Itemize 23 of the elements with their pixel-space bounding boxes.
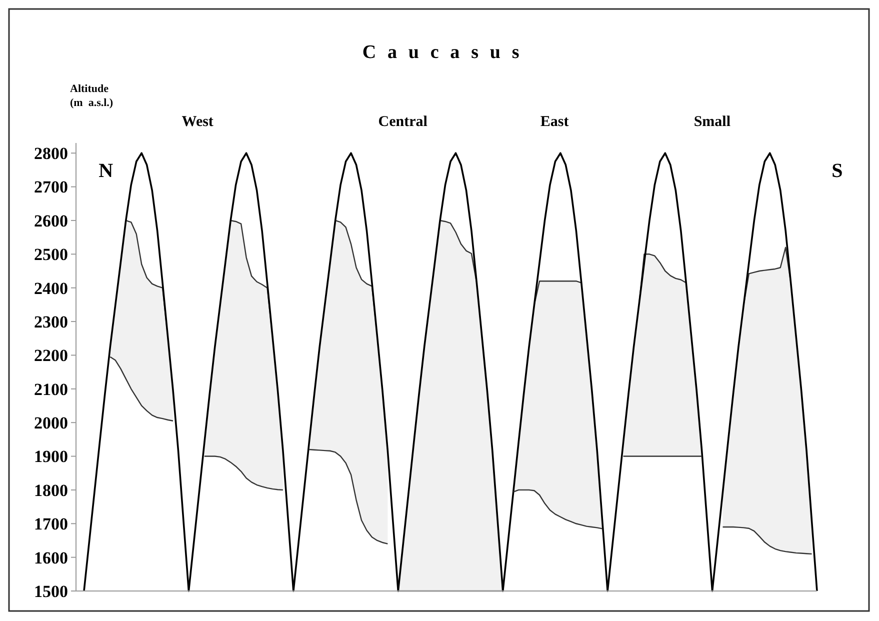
y-tick-label: 2700 — [34, 178, 68, 197]
annotation: N — [98, 160, 114, 182]
text: Small — [694, 114, 731, 130]
chart-title: Caucasus — [362, 42, 531, 63]
text: East — [540, 114, 569, 130]
text: Central — [378, 114, 428, 130]
y-tick-label: 2600 — [34, 211, 68, 230]
y-tick-label: 2200 — [34, 346, 68, 366]
y-tick-label: 2500 — [34, 245, 68, 264]
y-axis-title: Altitude (m a.s.l.) — [70, 83, 114, 109]
y-tick-label: 1500 — [34, 582, 68, 601]
y-tick-label: 2100 — [34, 380, 68, 399]
y-tick-label: 2300 — [34, 312, 68, 332]
y-tick-label: 2000 — [34, 414, 68, 433]
text: West — [182, 114, 214, 130]
line-series — [83, 152, 818, 592]
y-tick-label: 2800 — [34, 144, 68, 164]
y-tick-label: 1900 — [34, 447, 68, 466]
y-tick-label: 1700 — [34, 514, 68, 534]
y-tick-label: 2400 — [34, 278, 68, 298]
y-tick-label: 1800 — [34, 480, 68, 500]
text: S — [832, 160, 843, 182]
y-tick-label: 1600 — [34, 548, 68, 568]
